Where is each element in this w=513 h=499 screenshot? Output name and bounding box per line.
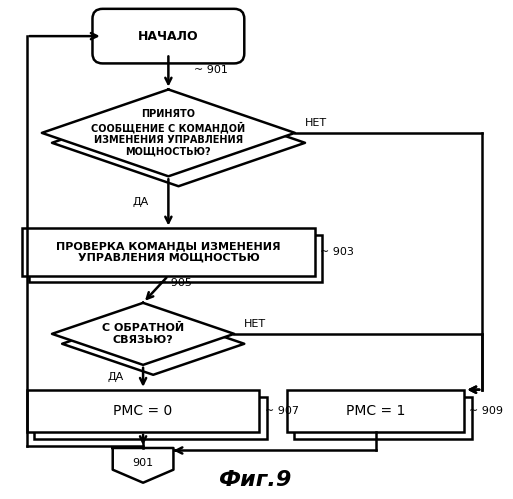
Text: 901: 901: [132, 458, 153, 468]
Text: ПРОВЕРКА КОМАНДЫ ИЗМЕНЕНИЯ
УПРАВЛЕНИЯ МОЩНОСТЬЮ: ПРОВЕРКА КОМАНДЫ ИЗМЕНЕНИЯ УПРАВЛЕНИЯ МО…: [56, 241, 281, 263]
Text: НЕТ: НЕТ: [244, 319, 266, 329]
Text: ДА: ДА: [133, 197, 149, 208]
Text: PMC = 0: PMC = 0: [113, 404, 173, 418]
Text: ПРИНЯТО
СООБЩЕНИЕ С КОМАНДОЙ
ИЗМЕНЕНИЯ УПРАВЛЕНИЯ
МОЩНОСТЬЮ?: ПРИНЯТО СООБЩЕНИЕ С КОМАНДОЙ ИЗМЕНЕНИЯ У…: [91, 109, 245, 156]
Polygon shape: [52, 303, 234, 365]
Text: PMC = 1: PMC = 1: [346, 404, 406, 418]
Text: Фиг.9: Фиг.9: [218, 470, 291, 490]
Bar: [34, 397, 267, 439]
Bar: [27, 390, 260, 432]
Text: НАЧАЛО: НАЧАЛО: [138, 29, 199, 42]
Text: ~ 901: ~ 901: [194, 64, 228, 75]
Text: ДА: ДА: [108, 372, 124, 382]
Text: НЕТ: НЕТ: [305, 118, 327, 128]
Text: С ОБРАТНОЙ
СВЯЗЬЮ?: С ОБРАТНОЙ СВЯЗЬЮ?: [102, 323, 184, 345]
FancyBboxPatch shape: [92, 9, 244, 63]
Text: ~ 909: ~ 909: [469, 406, 503, 416]
Polygon shape: [52, 99, 305, 186]
Polygon shape: [113, 448, 173, 483]
Bar: [287, 390, 464, 432]
Polygon shape: [42, 89, 295, 176]
Text: ~ 903: ~ 903: [320, 247, 354, 257]
Bar: [294, 397, 471, 439]
Bar: [22, 229, 315, 275]
Text: ~ 905: ~ 905: [159, 278, 192, 288]
Polygon shape: [62, 313, 244, 375]
Text: ~ 907: ~ 907: [265, 406, 299, 416]
Bar: [29, 236, 322, 282]
